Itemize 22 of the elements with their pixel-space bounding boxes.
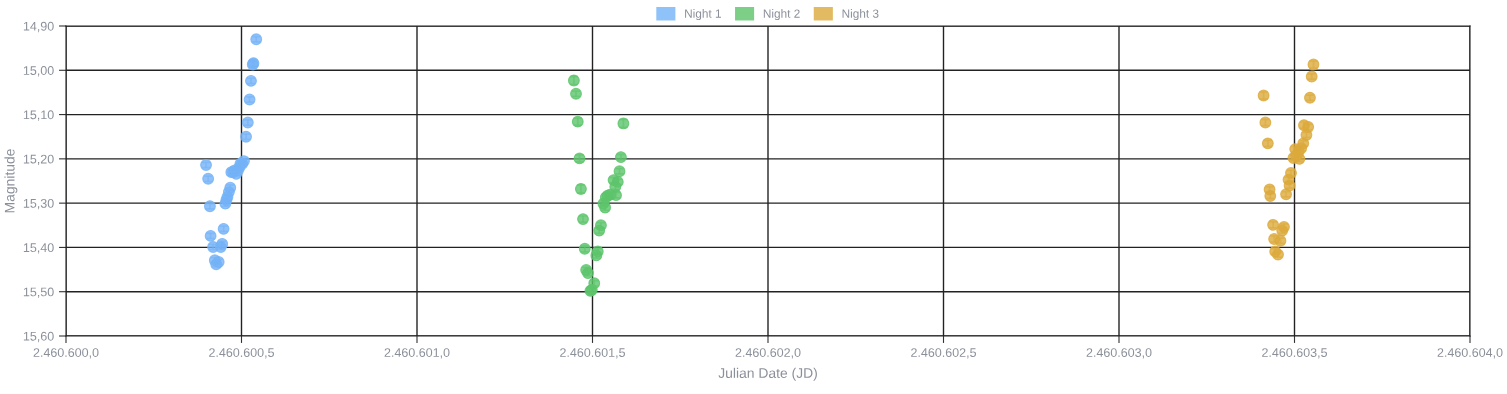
y-tick-label: 15,30	[23, 198, 54, 210]
legend-label: Night 1	[685, 9, 721, 21]
x-tick-label: 2.460.602,5	[911, 348, 976, 359]
x-tick-label: 2.460.601,0	[384, 348, 450, 359]
x-tick-label: 2.460.602,0	[735, 348, 801, 359]
legend-label: Night 3	[842, 9, 879, 21]
x-tick-label: 2.460.600,5	[209, 348, 274, 359]
y-tick-label: 15,20	[23, 154, 54, 165]
y-tick-label: 15,10	[23, 110, 54, 121]
x-tick-label: 2.460.603,5	[1262, 348, 1327, 359]
y-axis-title: Magnitude	[4, 149, 18, 213]
y-tick-label: 15,00	[23, 66, 54, 77]
y-tick-label: 15,40	[23, 243, 54, 254]
x-tick-label: 2.460.600,0	[33, 348, 99, 359]
legend-label: Night 2	[763, 9, 800, 21]
x-tick-label: 2.460.601,5	[560, 348, 625, 359]
y-tick-label: 15,50	[23, 287, 54, 298]
y-tick-label: 15,60	[23, 331, 54, 343]
x-axis-title: Julian Date (JD)	[718, 367, 817, 381]
x-tick-label: 2.460.603,0	[1086, 348, 1152, 359]
y-tick-label: 14,90	[23, 21, 54, 33]
x-tick-label: 2.460.604,0	[1437, 348, 1503, 359]
